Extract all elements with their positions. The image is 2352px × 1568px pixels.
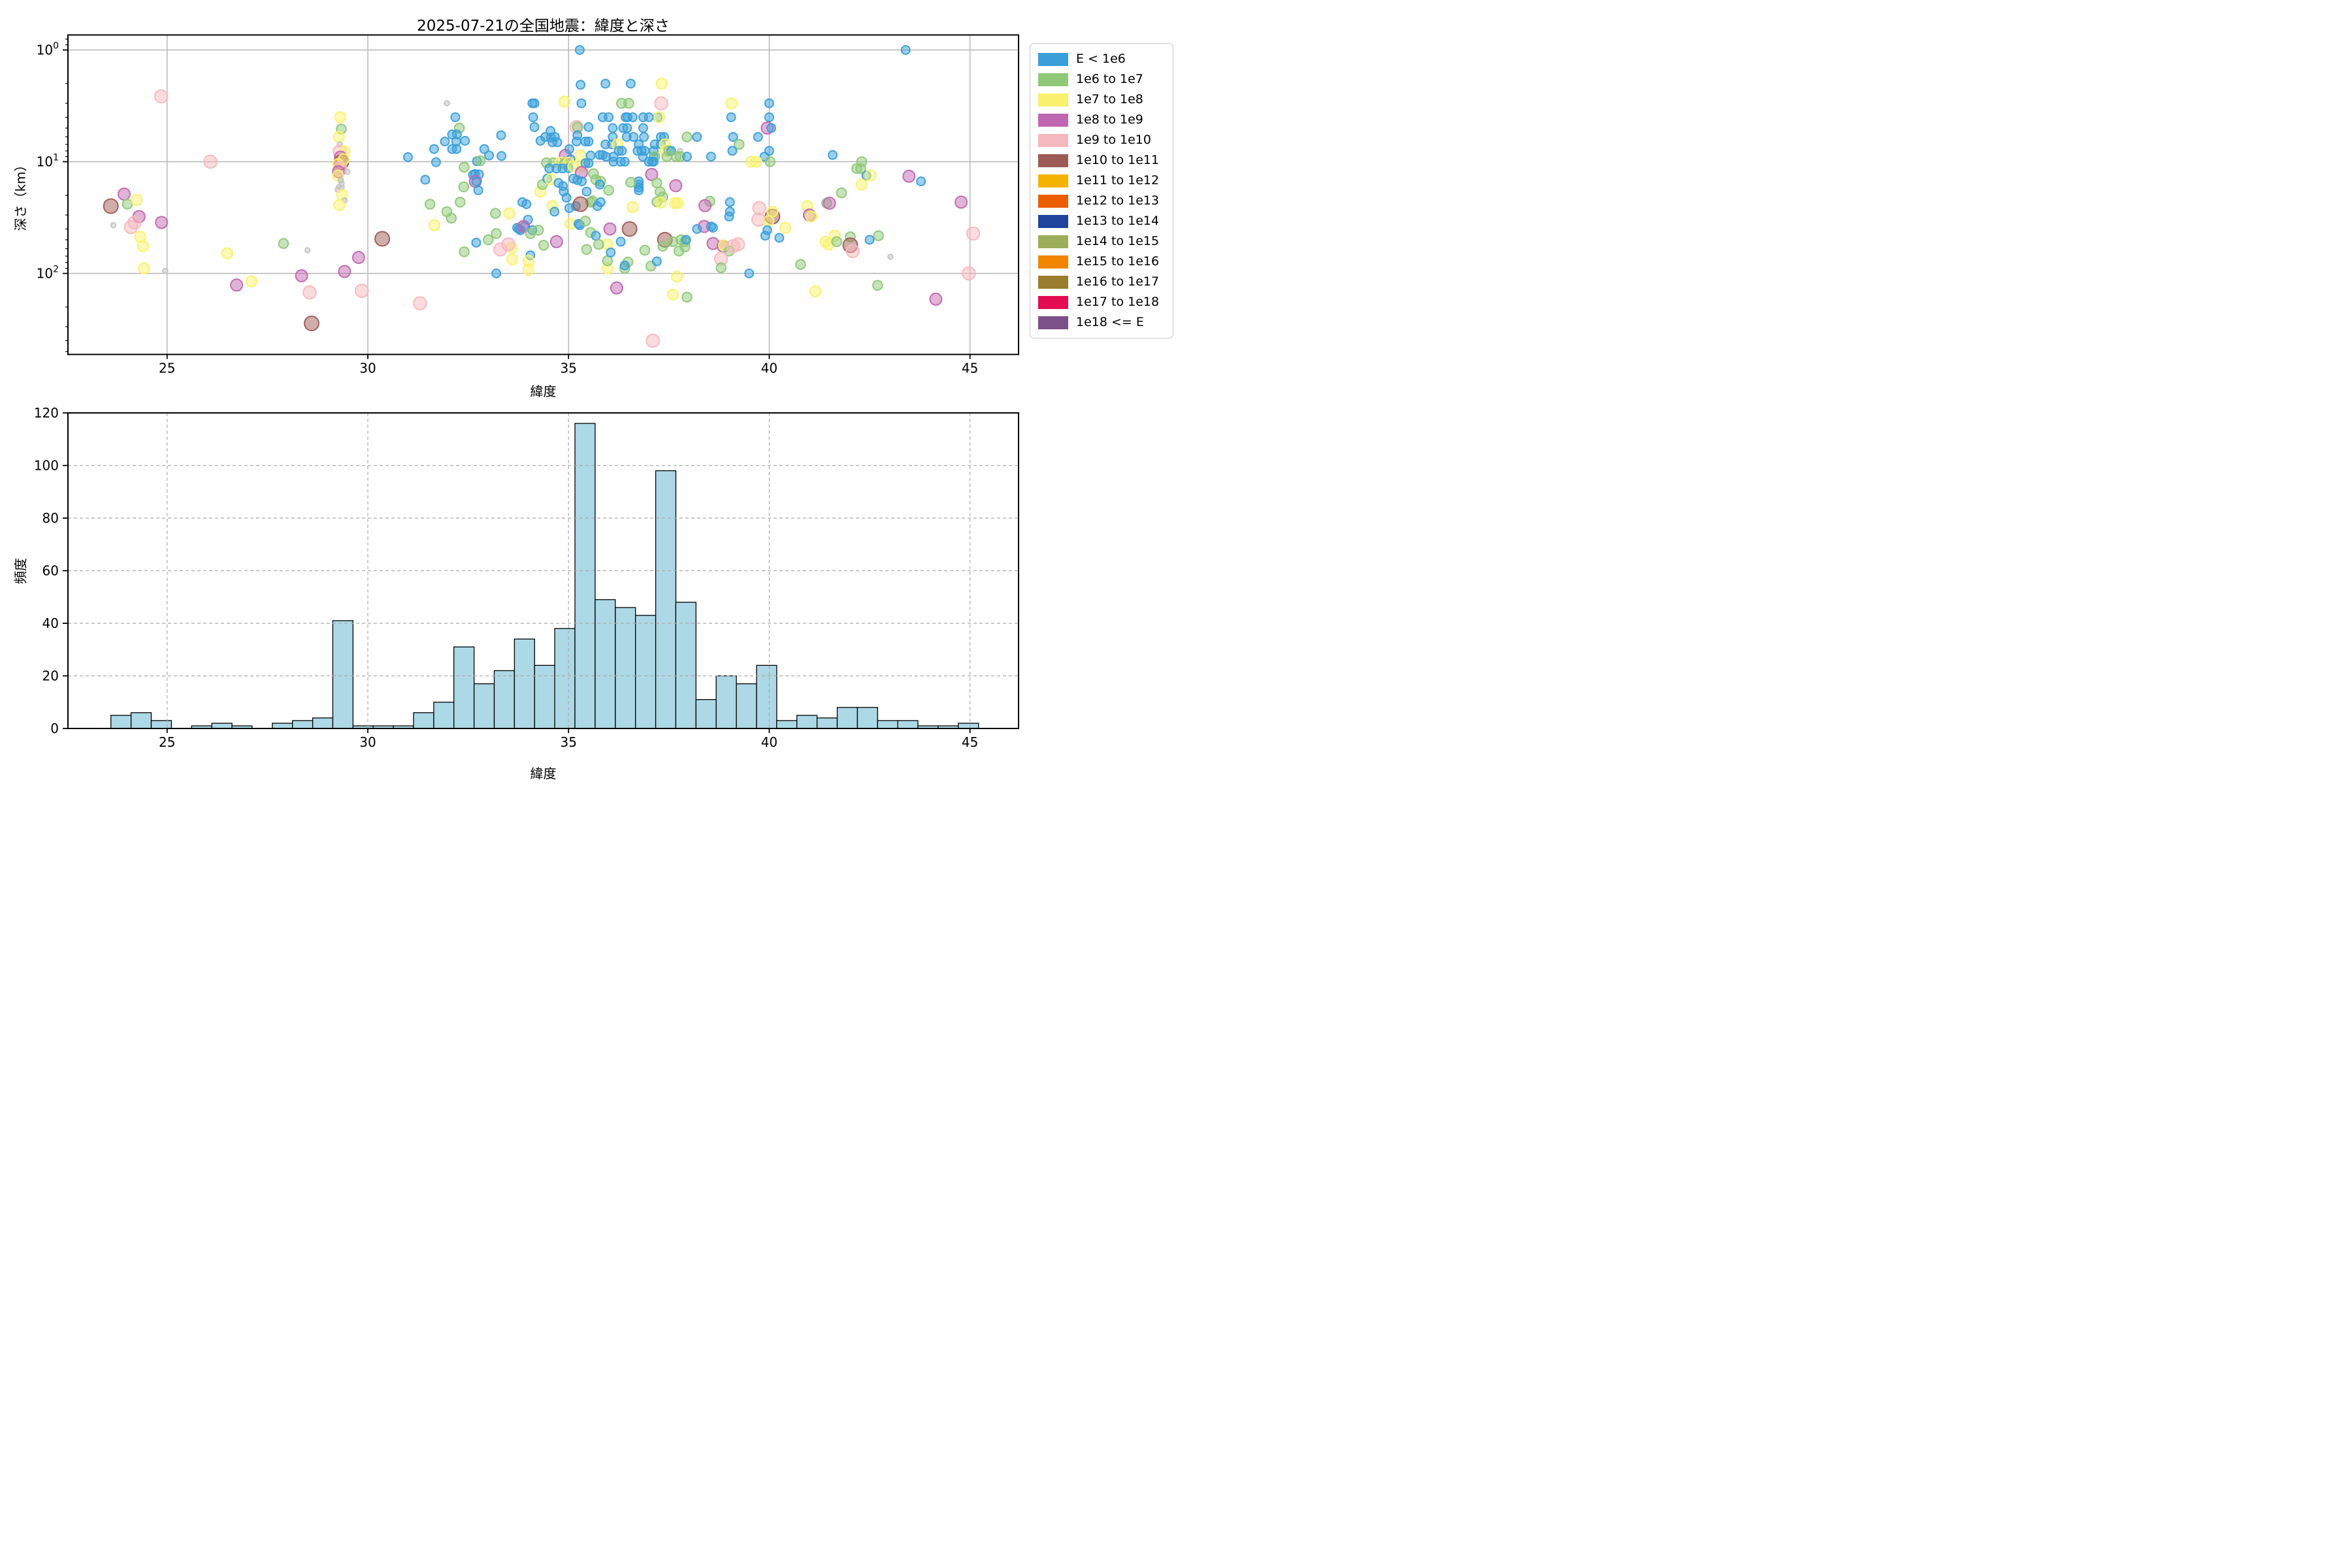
svg-text:40: 40 — [42, 615, 59, 631]
legend-item-6: 1e11 to 1e12 — [1038, 172, 1165, 189]
svg-text:25: 25 — [159, 734, 175, 750]
svg-text:102: 102 — [37, 265, 59, 282]
svg-text:60: 60 — [42, 563, 59, 579]
svg-text:100: 100 — [34, 458, 59, 474]
legend-item-5: 1e10 to 1e11 — [1038, 152, 1165, 169]
legend-item-1: 1e6 to 1e7 — [1038, 71, 1165, 88]
svg-text:35: 35 — [560, 361, 576, 376]
legend-swatch-icon — [1038, 275, 1068, 289]
legend-item-10: 1e15 to 1e16 — [1038, 253, 1165, 270]
histogram-plot: 25 30 35 40 45 0 20 40 60 80 100 120 — [34, 405, 1019, 750]
legend-label: 1e18 <= E — [1076, 315, 1144, 329]
histogram-y-axis-label: 頻度 — [12, 558, 29, 584]
scatter-plot: 25 30 35 40 45 100 101 102 — [37, 34, 1019, 376]
svg-text:101: 101 — [37, 153, 59, 170]
legend-swatch-icon — [1038, 133, 1068, 147]
legend-swatch-icon — [1038, 255, 1068, 269]
legend-item-9: 1e14 to 1e15 — [1038, 233, 1165, 250]
svg-text:45: 45 — [962, 734, 978, 750]
legend-swatch-icon — [1038, 73, 1068, 86]
energy-legend: E < 1e6 1e6 to 1e7 1e7 to 1e8 1e8 to 1e9 1e9… — [1030, 43, 1173, 338]
legend-label: 1e7 to 1e8 — [1076, 92, 1143, 106]
legend-label: E < 1e6 — [1076, 52, 1126, 66]
legend-item-0: E < 1e6 — [1038, 50, 1165, 68]
svg-text:40: 40 — [761, 734, 777, 750]
legend-item-3: 1e8 to 1e9 — [1038, 111, 1165, 129]
legend-label: 1e9 to 1e10 — [1076, 133, 1151, 147]
legend-label: 1e13 to 1e14 — [1076, 214, 1160, 228]
svg-text:120: 120 — [34, 405, 59, 421]
svg-text:30: 30 — [359, 734, 376, 750]
svg-text:40: 40 — [761, 361, 777, 376]
legend-swatch-icon — [1038, 316, 1068, 329]
svg-text:20: 20 — [42, 668, 59, 684]
legend-swatch-icon — [1038, 93, 1068, 106]
legend-swatch-icon — [1038, 113, 1068, 127]
legend-label: 1e12 to 1e13 — [1076, 193, 1160, 208]
legend-swatch-icon — [1038, 52, 1068, 66]
legend-label: 1e10 to 1e11 — [1076, 153, 1160, 167]
legend-item-12: 1e17 to 1e18 — [1038, 293, 1165, 311]
legend-item-8: 1e13 to 1e14 — [1038, 212, 1165, 230]
legend-swatch-icon — [1038, 154, 1068, 167]
svg-text:80: 80 — [42, 510, 59, 526]
svg-text:25: 25 — [159, 361, 175, 376]
legend-swatch-icon — [1038, 174, 1068, 188]
legend-swatch-icon — [1038, 214, 1068, 228]
legend-label: 1e16 to 1e17 — [1076, 274, 1160, 289]
legend-item-4: 1e9 to 1e10 — [1038, 131, 1165, 149]
legend-item-11: 1e16 to 1e17 — [1038, 273, 1165, 291]
histogram-x-axis-label: 緯度 — [530, 766, 557, 781]
legend-item-7: 1e12 to 1e13 — [1038, 192, 1165, 210]
legend-label: 1e8 to 1e9 — [1076, 112, 1143, 127]
legend-label: 1e6 to 1e7 — [1076, 72, 1143, 86]
svg-text:100: 100 — [37, 41, 59, 58]
legend-label: 1e15 to 1e16 — [1076, 254, 1160, 269]
scatter-x-axis-label: 緯度 — [530, 384, 557, 399]
legend-swatch-icon — [1038, 295, 1068, 309]
svg-text:0: 0 — [50, 721, 59, 736]
figure-title: 2025-07-21の全国地震：緯度と深さ — [417, 18, 670, 35]
plots-canvas: 25 30 35 40 45 100 101 102 25 30 35 40 45 0 20 40 60 80 10… — [34, 34, 1019, 750]
svg-text:45: 45 — [962, 361, 978, 376]
earthquake-figure: 25 30 35 40 45 100 101 102 25 30 35 40 45 0 20 40 60 80 10… — [0, 0, 1176, 784]
legend-label: 1e11 to 1e12 — [1076, 173, 1160, 188]
legend-item-2: 1e7 to 1e8 — [1038, 91, 1165, 108]
legend-label: 1e17 to 1e18 — [1076, 295, 1160, 309]
legend-swatch-icon — [1038, 194, 1068, 208]
scatter-y-axis-label: 深さ（km） — [12, 158, 29, 231]
svg-text:35: 35 — [560, 734, 576, 750]
svg-text:30: 30 — [359, 361, 376, 376]
legend-item-13: 1e18 <= E — [1038, 314, 1165, 331]
legend-swatch-icon — [1038, 235, 1068, 248]
legend-label: 1e14 to 1e15 — [1076, 234, 1160, 248]
